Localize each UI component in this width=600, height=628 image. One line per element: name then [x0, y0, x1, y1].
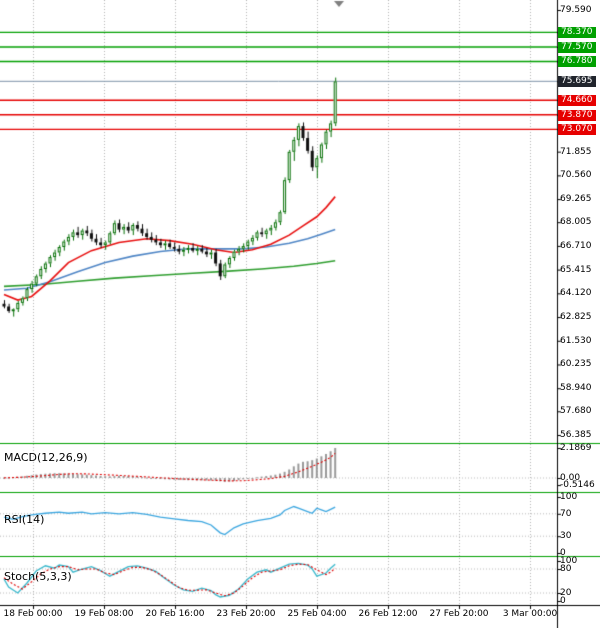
price-chart-canvas[interactable] [0, 0, 600, 628]
trading-chart-window: MACD(12,26,9) RSI(14) Stoch(5,3,3) 79.59… [0, 0, 600, 628]
